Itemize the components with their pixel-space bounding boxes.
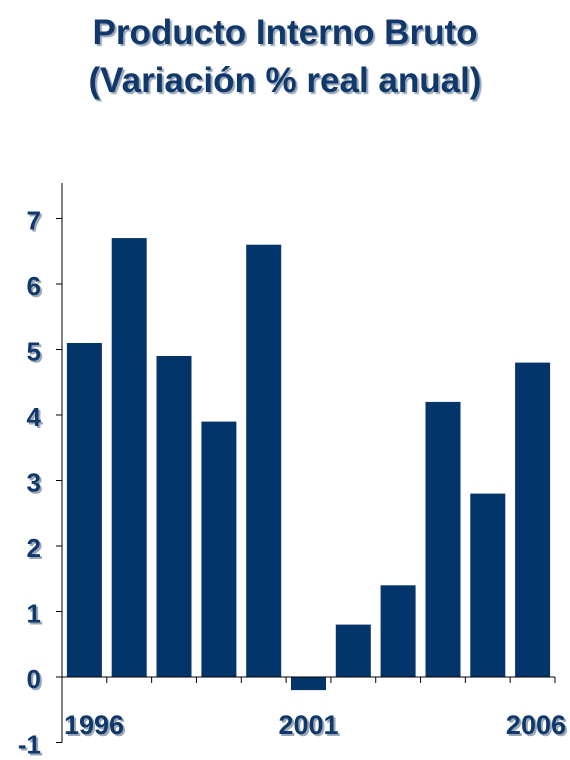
y-tick-label: 2 (27, 533, 41, 563)
y-tick-label-shadow: 6 (29, 273, 43, 303)
chart-title-line-1: Producto Interno Bruto (92, 13, 478, 52)
bar-1998 (156, 356, 192, 677)
y-tick-label-shadow: 7 (29, 208, 43, 238)
bars-layer (66, 238, 551, 691)
bar-2003 (380, 585, 416, 677)
bar-2002 (335, 624, 371, 677)
x-tick-label-shadow: 2001 (280, 712, 340, 742)
bar-1997 (111, 238, 147, 677)
y-tick-label-shadow: 1 (29, 601, 43, 631)
y-tick-label-shadow: 5 (29, 339, 43, 369)
bar-1999 (201, 421, 237, 677)
y-tick-label: 0 (27, 664, 41, 694)
x-tick-label-shadow: 2006 (508, 712, 568, 742)
y-tick-label: 7 (27, 206, 41, 236)
y-tick-label-shadow: 4 (29, 404, 44, 434)
y-tick-label-shadow: 2 (29, 535, 43, 565)
y-tick-label: 3 (27, 468, 41, 498)
x-tick-label-shadow: 1996 (66, 712, 126, 742)
x-tick-label: 2006 (506, 710, 566, 740)
axis-layer (56, 183, 556, 743)
y-tick-label-shadow: 3 (29, 470, 43, 500)
y-tick-label: 6 (27, 271, 41, 301)
y-tick-label: 4 (27, 402, 42, 432)
bar-1996 (66, 343, 102, 677)
bar-2004 (425, 401, 461, 677)
bar-2005 (470, 493, 506, 677)
bar-2000 (246, 244, 282, 677)
bar-2001 (291, 677, 326, 691)
y-tick-label: -1 (18, 730, 41, 760)
bar-2006 (515, 362, 551, 677)
y-tick-label-shadow: 0 (29, 666, 43, 696)
y-tick-label: 5 (27, 337, 41, 367)
x-tick-label: 2001 (278, 710, 338, 740)
chart-title-line-2: (Variación % real anual) (88, 61, 482, 100)
x-tick-label: 1996 (64, 710, 124, 740)
y-tick-label-shadow: -1 (20, 732, 43, 760)
y-tick-label: 1 (27, 599, 41, 629)
